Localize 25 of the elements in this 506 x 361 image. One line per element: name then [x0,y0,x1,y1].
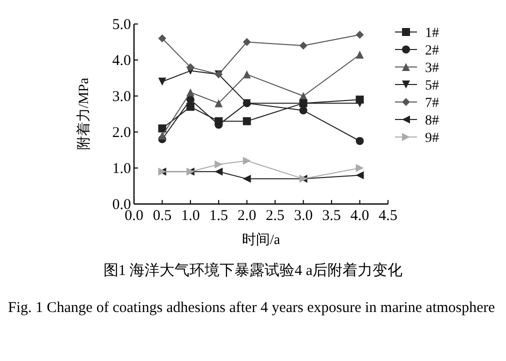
y-tick-label: 5.0 [112,17,131,33]
legend-label: 8# [425,114,439,128]
y-tick-label: 4.0 [112,53,131,69]
x-tick-label: 2.5 [266,208,284,224]
x-tick-label: 4.5 [378,208,398,224]
y-axis-title: 附着力/MPa [76,77,92,150]
legend-label: 5# [425,78,439,94]
x-axis-title: 时间/a [242,232,281,248]
legend-label: 3# [425,61,439,76]
y-tick-label: 1.0 [112,161,131,177]
x-tick-label: 1.0 [181,208,200,224]
x-tick-label: 4.0 [350,208,370,224]
x-tick-label: 1.5 [209,208,228,224]
x-tick-label: 3.0 [294,208,313,224]
x-tick-label: 3.5 [322,208,341,224]
legend-label: 7# [425,96,439,111]
caption: Fig. 1 Change of coatings adhesions after 4 years exposure in marine atmosphere [7,299,496,318]
x-tick-label: 0.5 [152,208,172,224]
caption: 图1 海洋大气环境下暴露试验4 a后附着力变化 [103,262,403,279]
x-tick-label: 2.0 [238,208,256,224]
legend-label: 2# [425,44,439,58]
legend-label: 9# [425,131,439,146]
legend-label: 1# [425,26,439,41]
y-tick-label: 3.0 [112,89,131,105]
y-tick-label: 2.0 [112,125,131,141]
